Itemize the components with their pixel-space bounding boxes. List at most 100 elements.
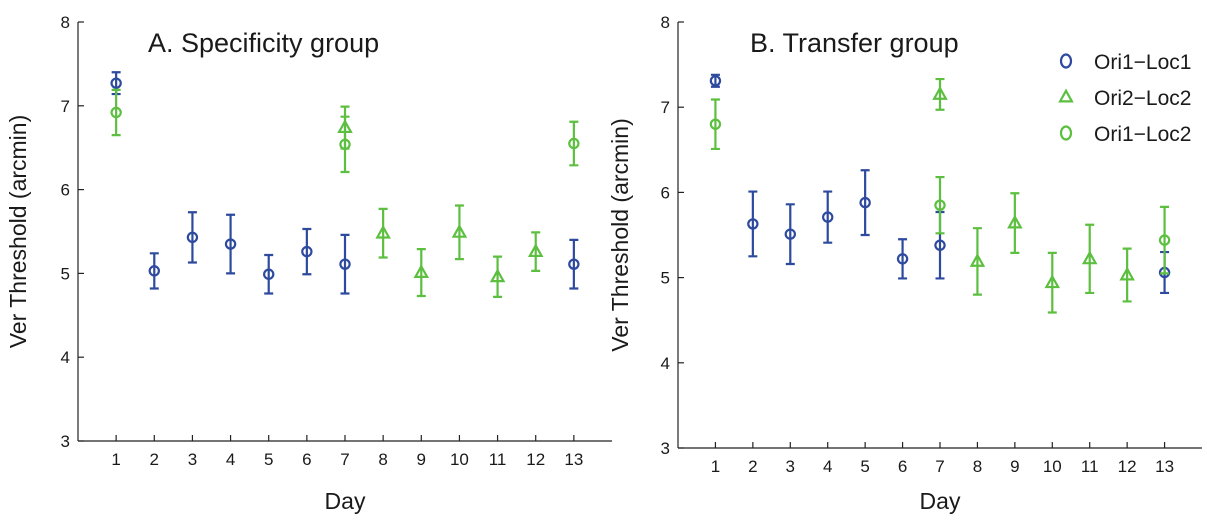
legend-label: Ori2−Loc2 — [1094, 87, 1191, 110]
y-tick-label: 4 — [61, 348, 70, 367]
data-point-circle — [896, 253, 909, 265]
x-tick-label: 9 — [417, 450, 426, 469]
data-point-circle — [709, 118, 722, 130]
series-ori2-loc2 — [337, 105, 544, 298]
data-point-circle — [859, 196, 871, 209]
y-tick-label: 5 — [661, 269, 670, 288]
error-bar — [935, 77, 945, 111]
data-point-circle — [822, 211, 834, 223]
x-tick-label: 12 — [526, 450, 545, 469]
series-ori1-loc2 — [709, 98, 1171, 275]
data-point-triangle — [527, 243, 544, 258]
legend-label: Ori1−Loc1 — [1094, 51, 1191, 74]
legend-triangle-icon — [1058, 88, 1074, 103]
error-bar — [1010, 192, 1020, 254]
x-tick-label: 6 — [898, 457, 907, 476]
data-point-circle — [747, 218, 759, 230]
error-bar — [823, 190, 833, 244]
data-point-triangle — [932, 85, 948, 100]
y-tick-label: 4 — [661, 354, 670, 373]
x-tick-label: 5 — [860, 457, 869, 476]
error-bar — [935, 175, 945, 235]
x-tick-label: 11 — [489, 450, 507, 469]
data-point-triangle — [451, 223, 468, 238]
error-bar — [710, 98, 720, 151]
error-bar — [569, 238, 579, 290]
x-tick-label: 13 — [1155, 457, 1174, 476]
data-point-circle — [339, 258, 351, 270]
x-tick-label: 8 — [973, 457, 982, 476]
data-point-triangle — [489, 268, 506, 283]
error-bar — [748, 190, 758, 258]
error-bar — [264, 253, 274, 295]
legend: Ori1−Loc1 Ori2−Loc2 Ori1−Loc2 — [1058, 51, 1191, 146]
error-bar — [1085, 223, 1095, 295]
data-point-circle — [339, 138, 351, 151]
y-tick-label: 7 — [661, 98, 670, 117]
x-axis-title: Day — [920, 488, 961, 514]
x-tick-label: 4 — [823, 457, 832, 476]
x-tick-label: 3 — [786, 457, 795, 476]
data-point-circle — [568, 258, 580, 270]
panel-title: A. Specificity group — [148, 28, 379, 58]
error-bar — [860, 169, 870, 237]
x-tick-label: 2 — [150, 450, 159, 469]
x-tick-label: 12 — [1118, 457, 1137, 476]
data-point-circle — [301, 245, 313, 258]
x-tick-label: 2 — [748, 457, 757, 476]
error-bar — [493, 255, 503, 298]
error-bar — [416, 247, 426, 298]
error-bar — [340, 233, 350, 295]
data-point-circle — [110, 106, 122, 119]
x-tick-label: 10 — [450, 450, 469, 469]
error-bar — [569, 120, 579, 167]
error-bar — [302, 227, 312, 276]
error-bar — [187, 211, 197, 264]
error-bar — [149, 252, 159, 290]
x-tick-label: 1 — [711, 457, 720, 476]
x-tick-label: 7 — [935, 457, 944, 476]
legend-circle-icon — [1059, 53, 1073, 69]
legend-label: Ori1−Loc2 — [1094, 123, 1191, 146]
data-point-circle — [1158, 234, 1171, 246]
x-axis-title: Day — [325, 488, 366, 514]
y-tick-label: 6 — [661, 183, 670, 202]
x-tick-label: 7 — [340, 450, 349, 469]
error-bar — [785, 203, 795, 266]
data-point-triangle — [1119, 266, 1135, 281]
data-point-circle — [186, 231, 199, 244]
y-tick-label: 3 — [661, 439, 670, 458]
error-bar — [972, 227, 982, 296]
data-point-triangle — [969, 252, 986, 267]
x-tick-label: 8 — [378, 450, 387, 469]
x-tick-label: 13 — [564, 450, 583, 469]
y-tick-label: 3 — [61, 432, 70, 451]
data-point-triangle — [375, 224, 391, 239]
x-tick-label: 11 — [1081, 457, 1099, 476]
error-bar — [226, 213, 236, 275]
y-tick-label: 7 — [61, 97, 70, 116]
error-bar — [454, 204, 464, 261]
error-bar — [340, 115, 350, 174]
x-tick-label: 4 — [226, 450, 235, 469]
y-tick-label: 8 — [661, 13, 670, 32]
data-point-circle — [934, 239, 946, 251]
y-tick-label: 6 — [61, 181, 70, 200]
data-point-triangle — [1007, 214, 1023, 229]
error-bar — [1122, 247, 1132, 303]
legend-circle-icon — [1059, 125, 1073, 141]
error-bar — [1160, 205, 1170, 275]
data-point-circle — [110, 77, 122, 89]
error-bar — [898, 238, 908, 280]
data-point-circle — [568, 137, 580, 150]
x-tick-label: 6 — [302, 450, 311, 469]
data-point-triangle — [1081, 250, 1098, 265]
series-ori2-loc2 — [932, 77, 1135, 314]
x-tick-label: 5 — [264, 450, 273, 469]
data-point-triangle — [1044, 274, 1061, 289]
x-tick-label: 3 — [188, 450, 197, 469]
legend-item: Ori1−Loc2 — [1059, 123, 1191, 146]
y-tick-label: 8 — [61, 13, 70, 32]
